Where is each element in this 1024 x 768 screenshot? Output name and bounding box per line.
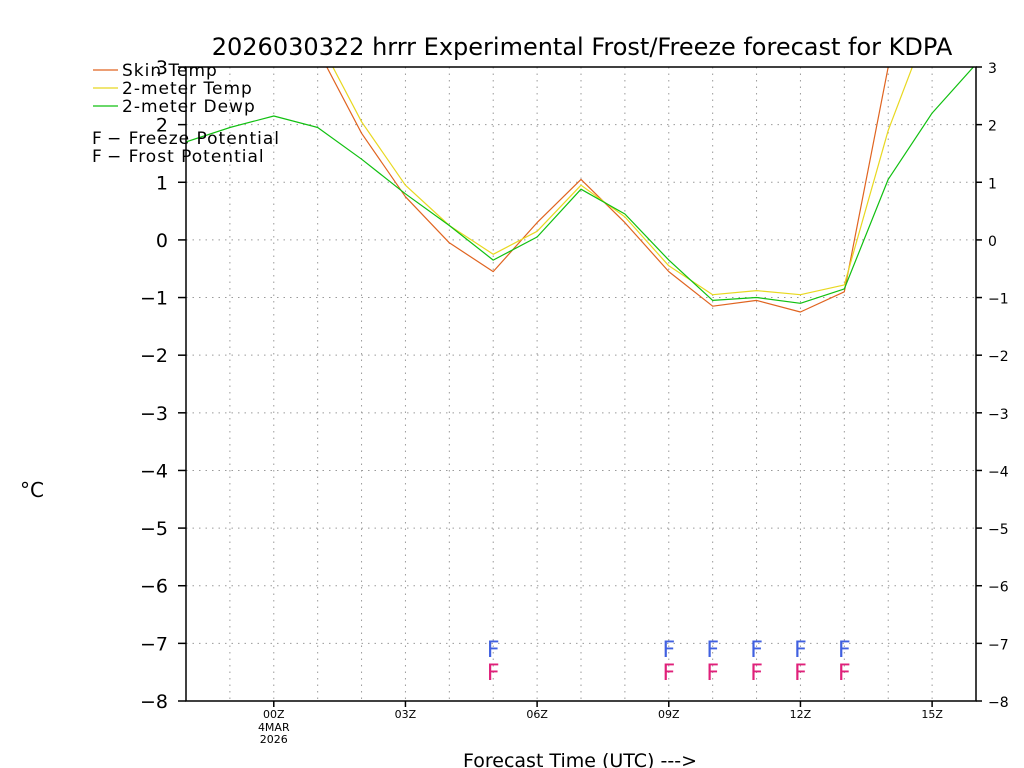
y-tick-label-left: 2 <box>156 115 168 137</box>
frost-flag: F <box>750 638 763 663</box>
x-tick-label: 00Z <box>263 708 285 721</box>
y-tick-label-right: 2 <box>988 119 997 135</box>
x-tick-label: 12Z <box>790 708 812 721</box>
legend-label: 2-meter Temp <box>122 79 253 99</box>
freeze-flag: F <box>487 661 500 686</box>
frost-flag: F <box>706 638 719 663</box>
grid-lines <box>186 67 976 701</box>
y-tick-label-left: 1 <box>156 172 168 194</box>
y-tick-label-right: 1 <box>988 176 997 192</box>
y-tick-label-right: −8 <box>988 695 1009 711</box>
y-tick-label-left: −7 <box>140 633 168 655</box>
x-tick-label: 06Z <box>526 708 548 721</box>
frost-flag: F <box>794 638 807 663</box>
y-tick-label-left: −2 <box>140 345 168 367</box>
series-line-2-meter-temp <box>332 67 913 296</box>
x-axis-label: Forecast Time (UTC) ---> <box>463 750 697 768</box>
legend-potential-label: − Frost Potential <box>107 147 265 167</box>
y-axis-ticks: 3 3 2 2 1 1 0 0 −1 −1 −2 −2 −3 −3 −4 −4 −5 −5 −6 −6 −7 −7 −8 −8 <box>140 57 1009 713</box>
frost-flag: F <box>487 638 500 663</box>
y-axis-label: °C <box>20 478 44 502</box>
x-tick-sublabel: 2026 <box>260 733 288 746</box>
y-tick-label-left: 3 <box>156 57 168 79</box>
series-line-2-meter-dewp <box>186 67 975 304</box>
freeze-flag: F <box>750 661 763 686</box>
x-tick-label: 15Z <box>921 708 943 721</box>
plot-frame <box>185 66 977 702</box>
y-tick-label-left: −4 <box>140 460 168 482</box>
y-tick-label-left: −5 <box>140 518 168 540</box>
frost-flag: F <box>662 638 675 663</box>
legend-potential-marker: F <box>92 147 103 167</box>
x-tick-label: 03Z <box>395 708 417 721</box>
x-tick-label: 09Z <box>658 708 680 721</box>
series-line-skin-temp <box>326 67 889 313</box>
y-tick-label-right: −5 <box>988 522 1009 538</box>
x-tick-sublabel: 4MAR <box>258 721 290 734</box>
y-tick-label-left: −3 <box>140 403 168 425</box>
y-tick-label-right: −4 <box>988 464 1009 480</box>
y-tick-label-left: −1 <box>140 288 168 310</box>
chart-title: 2026030322 hrrr Experimental Frost/Freez… <box>212 33 953 61</box>
y-tick-label-right: −2 <box>988 349 1009 365</box>
y-tick-label-left: 0 <box>156 230 168 252</box>
y-tick-label-right: 3 <box>988 61 997 77</box>
freeze-flag: F <box>838 661 851 686</box>
frost-flag: F <box>838 638 851 663</box>
legend-label: Skin Temp <box>122 61 218 81</box>
y-tick-label-left: −8 <box>140 691 168 713</box>
y-tick-label-left: −6 <box>140 576 168 598</box>
legend-potential-marker: F <box>92 129 103 149</box>
freeze-flag: F <box>706 661 719 686</box>
potential-flags: F F F F F FF F F F F F <box>487 638 851 686</box>
y-tick-label-right: 0 <box>988 234 997 250</box>
freeze-flag: F <box>662 661 675 686</box>
series-lines <box>186 67 975 313</box>
y-tick-label-right: −1 <box>988 292 1009 308</box>
y-tick-label-right: −3 <box>988 407 1009 423</box>
y-tick-label-right: −6 <box>988 580 1009 596</box>
freeze-flag: F <box>794 661 807 686</box>
legend-label: 2-meter Dewp <box>122 97 256 117</box>
y-tick-label-right: −7 <box>988 637 1009 653</box>
legend-potential-label: − Freeze Potential <box>107 129 280 149</box>
